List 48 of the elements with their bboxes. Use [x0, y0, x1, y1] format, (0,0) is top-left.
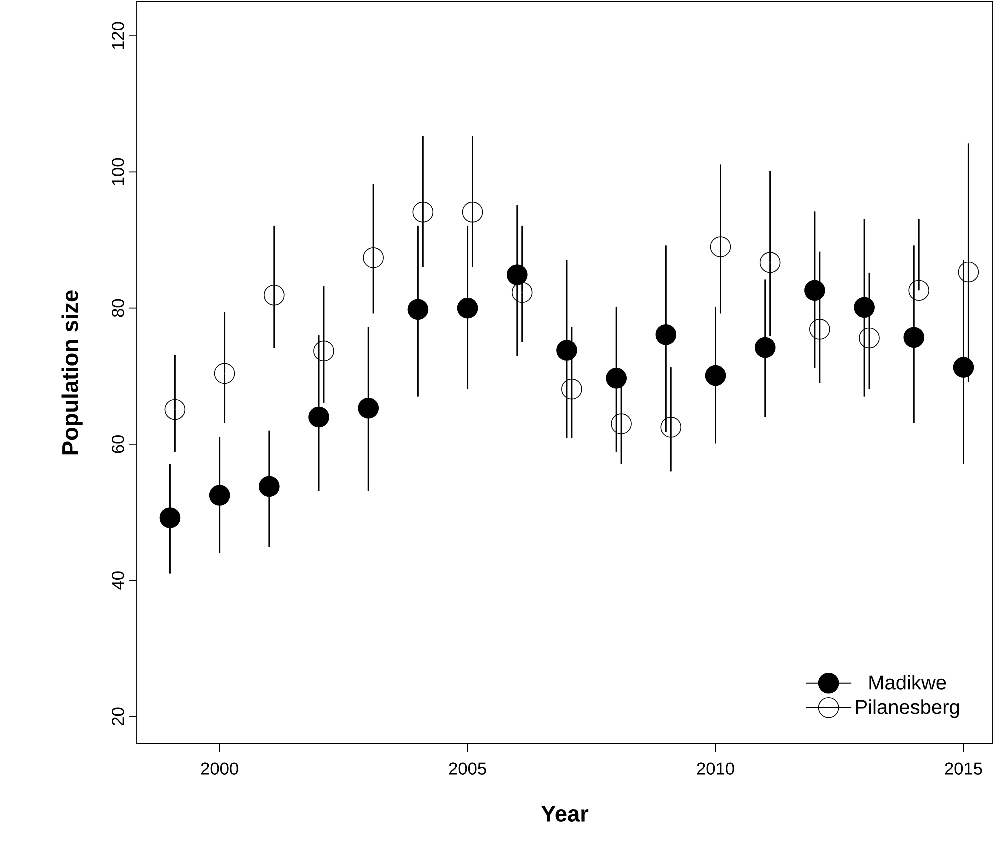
point — [958, 262, 980, 283]
point — [214, 363, 236, 384]
y-tick-label: 80 — [112, 299, 124, 318]
y-tick-label: 20 — [112, 708, 124, 726]
point — [506, 264, 528, 286]
y-tick-label: 40 — [112, 572, 124, 590]
point — [457, 298, 478, 319]
point — [314, 340, 334, 362]
point — [660, 417, 682, 438]
y-tick-label: 60 — [112, 436, 124, 454]
point — [710, 236, 732, 258]
point — [908, 280, 930, 302]
point — [412, 202, 434, 223]
point — [953, 357, 974, 378]
point — [462, 202, 484, 223]
x-axis-title: Year — [541, 806, 589, 822]
point — [854, 297, 875, 318]
point — [904, 327, 925, 348]
point — [810, 319, 830, 340]
legend-label: Madikwe — [870, 675, 946, 690]
point — [562, 378, 582, 400]
point — [859, 328, 880, 349]
x-tick-label: 2000 — [201, 762, 238, 775]
y-axis-title: Population size — [62, 290, 83, 455]
point — [705, 365, 726, 386]
legend-label: Pilanesberg — [856, 700, 960, 718]
point — [512, 282, 533, 304]
point — [308, 406, 330, 428]
point — [656, 324, 677, 346]
point — [760, 252, 781, 274]
x-tick-label: 2005 — [449, 762, 486, 775]
point — [556, 340, 578, 361]
point — [358, 398, 380, 419]
y-tick-label: 120 — [112, 22, 124, 50]
point — [606, 368, 627, 389]
y-tick-label: 100 — [112, 158, 124, 186]
point — [408, 299, 429, 320]
point — [259, 476, 280, 498]
x-tick-label: 2015 — [945, 762, 982, 775]
point — [164, 399, 186, 420]
point — [611, 414, 632, 434]
point — [363, 248, 384, 268]
x-tick-label: 2010 — [697, 762, 734, 775]
point — [160, 508, 181, 528]
point — [754, 337, 776, 358]
point — [804, 280, 826, 302]
point — [209, 485, 230, 506]
point — [264, 284, 285, 306]
